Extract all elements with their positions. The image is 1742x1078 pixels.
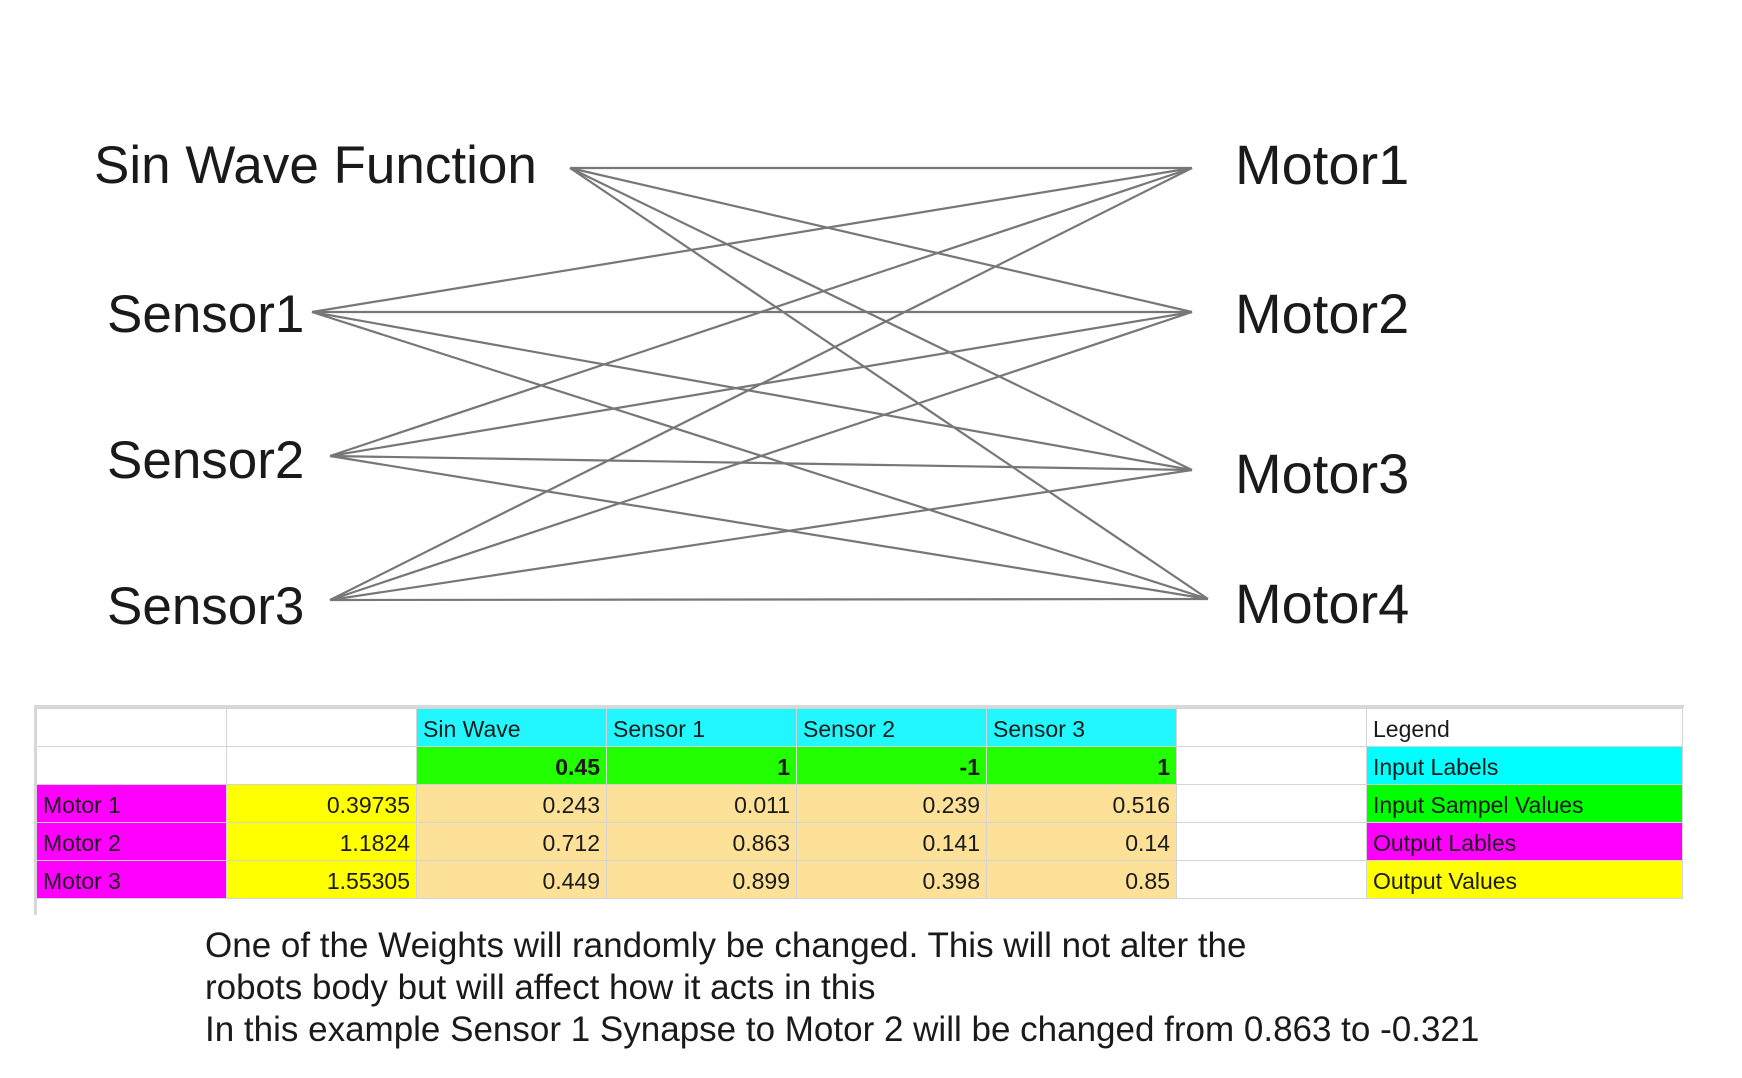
sheet-cell-empty[interactable] [1176,708,1367,747]
weight-cell[interactable]: 0.516 [986,784,1177,823]
sheet-cell-empty[interactable] [1176,822,1367,861]
caption-line: In this example Sensor 1 Synapse to Moto… [205,1010,1480,1049]
synapse-connections [311,166,1209,602]
output-node-motor2: Motor2 [1235,282,1410,345]
weight-cell[interactable]: 0.011 [606,784,797,823]
input-node-sensor1: Sensor1 [107,285,305,344]
weight-cell[interactable]: 0.712 [416,822,607,861]
sheet-cell-empty[interactable] [1176,746,1367,785]
sheet-cell-empty[interactable] [226,746,417,785]
sheet-cell-empty[interactable] [1176,784,1367,823]
sheet-header-row: Sin Wave Sensor 1 Sensor 2 Sensor 3 Lege… [36,708,1683,747]
output-value-cell[interactable]: 1.55305 [226,860,417,899]
weight-cell[interactable]: 0.863 [606,822,797,861]
output-node-motor3: Motor3 [1235,442,1410,505]
synapse-line [329,597,1209,602]
sheet-cell-empty[interactable] [1176,860,1367,899]
legend-item-input-labels[interactable]: Input Labels [1366,746,1683,785]
caption-line: One of the Weights will randomly be chan… [205,926,1247,965]
weight-cell[interactable]: 0.85 [986,860,1177,899]
weight-cell[interactable]: 0.239 [796,784,987,823]
weight-cell[interactable]: 0.14 [986,822,1177,861]
legend-item-output-values[interactable]: Output Values [1366,860,1683,899]
output-label-cell[interactable]: Motor 1 [36,784,227,823]
sample-value-cell[interactable]: 0.45 [416,746,607,785]
sheet-top-border [34,705,1684,708]
sheet-motor-row: Motor 1 0.39735 0.243 0.011 0.239 0.516 … [36,784,1683,823]
output-value-cell[interactable]: 1.1824 [226,822,417,861]
weight-cell[interactable]: 0.899 [606,860,797,899]
input-label-cell[interactable]: Sensor 3 [986,708,1177,747]
output-node-motor4: Motor4 [1235,572,1410,635]
weight-cell[interactable]: 0.243 [416,784,607,823]
network-diagram [311,166,1209,602]
synapse-line [329,468,1193,602]
weight-cell[interactable]: 0.449 [416,860,607,899]
legend-title[interactable]: Legend [1366,708,1683,747]
weight-cell[interactable]: 0.141 [796,822,987,861]
input-node-sin-wave: Sin Wave Function [94,136,537,195]
output-value-cell[interactable]: 0.39735 [226,784,417,823]
legend-item-input-sample-values[interactable]: Input Sampel Values [1366,784,1683,823]
caption: One of the Weights will randomly be chan… [205,925,1479,1051]
caption-line: robots body but will affect how it acts … [205,968,876,1007]
synapse-line [311,310,1193,472]
synapse-line [569,167,1193,471]
input-node-sensor2: Sensor2 [107,431,305,490]
sheet-cell-empty[interactable] [226,708,417,747]
synapse-line [329,166,1193,458]
legend-item-output-labels[interactable]: Output Lables [1366,822,1683,861]
input-label-cell[interactable]: Sensor 1 [606,708,797,747]
synapse-line [569,167,1209,600]
synapse-line [569,166,1193,314]
input-label-cell[interactable]: Sensor 2 [796,708,987,747]
synapse-line [311,166,1193,314]
weights-spreadsheet: Sin Wave Sensor 1 Sensor 2 Sensor 3 Lege… [36,708,1683,899]
sheet-motor-row: Motor 2 1.1824 0.712 0.863 0.141 0.14 Ou… [36,822,1683,861]
sheet-left-border [34,705,37,915]
output-label-cell[interactable]: Motor 3 [36,860,227,899]
output-label-cell[interactable]: Motor 2 [36,822,227,861]
sheet-cell-empty[interactable] [36,708,227,747]
synapse-line [329,310,1193,602]
sheet-motor-row: Motor 3 1.55305 0.449 0.899 0.398 0.85 O… [36,860,1683,899]
input-node-sensor3: Sensor3 [107,577,305,636]
synapse-line [329,454,1209,601]
weight-cell[interactable]: 0.398 [796,860,987,899]
sample-value-cell[interactable]: -1 [796,746,987,785]
sheet-sample-row: 0.45 1 -1 1 Input Labels [36,746,1683,785]
synapse-line [329,454,1193,472]
sample-value-cell[interactable]: 1 [986,746,1177,785]
sample-value-cell[interactable]: 1 [606,746,797,785]
synapse-line [329,167,1193,601]
sheet-cell-empty[interactable] [36,746,227,785]
input-label-cell[interactable]: Sin Wave [416,708,607,747]
output-node-motor1: Motor1 [1235,133,1410,196]
